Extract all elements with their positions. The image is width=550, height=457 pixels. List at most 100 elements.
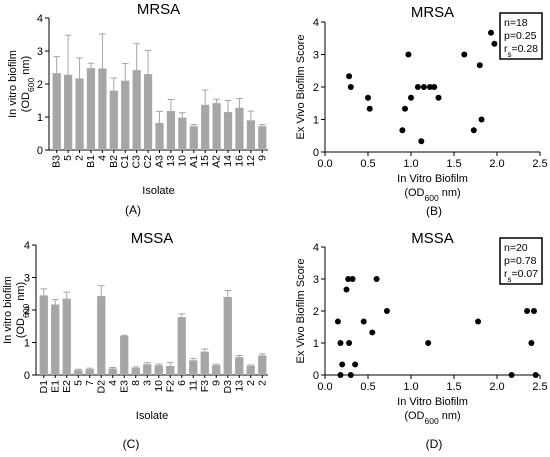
x-axis-label: In Vitro Biofilm [397,396,468,408]
x-tick-label: 5 [72,380,84,386]
x-tick-label: 0.5 [360,381,375,393]
bar [246,120,255,150]
x-tick-label: E2 [61,380,73,393]
data-point [345,276,352,282]
x-tick-label: 8 [130,380,142,386]
x-tick-label: C3 [131,155,143,169]
bar [155,122,164,150]
x-tick-label: 16 [233,155,245,167]
data-point [369,329,376,336]
data-point [418,138,425,145]
y-tick-label: 3 [313,274,319,286]
bar [62,298,71,375]
data-point [426,84,433,90]
bar [52,73,61,150]
bar [189,360,198,375]
stats-box [499,12,543,60]
x-tick-label: 1.0 [403,158,418,170]
x-tick-label: 14 [222,155,234,167]
data-point [435,94,442,101]
bar [120,336,129,375]
chart-title: MSSA [131,230,174,247]
y-tick-label: 1 [313,338,319,350]
x-tick-label: 5 [62,155,74,161]
y-tick-label: 2 [313,82,319,94]
x-tick-label: 6 [176,380,188,386]
y-tick-label: 4 [24,240,30,252]
y-axis-label: In vitro biofilm [2,276,14,344]
y-tick-label: 0 [24,370,30,382]
data-point [337,372,344,378]
stats-box [499,237,543,285]
x-tick-label: 10 [153,380,165,392]
chart-title: MRSA [411,4,454,21]
bar [51,304,60,375]
chart-title: MRSA [137,1,180,18]
bar [223,297,232,375]
data-point [401,105,408,112]
data-point [530,308,537,314]
x-tick-label: A3 [154,155,166,168]
y-tick-label: 1 [24,338,30,350]
data-point [343,286,350,293]
bar [212,103,221,150]
x-tick-label: 9 [256,155,268,161]
x-tick-label: F2 [164,380,176,392]
y-axis-label-units: (OD600 nm) [15,282,31,338]
bar [85,369,94,375]
x-tick-label: E1 [49,380,61,393]
panel-d: MSSA 0 1 2 3 4 0.0 0.5 1.0 1.5 2.0 2.5 In Vitro Biof… [295,230,548,451]
y-tick-label: 4 [313,242,319,254]
x-axis-label-units: (OD600 nm) [404,410,460,426]
data-point [346,340,353,346]
y-axis-label: In vitro biofilm [7,50,19,118]
x-tick-label: 10 [176,155,188,167]
stats-n: n=20 [504,242,528,254]
x-tick-label: 3 [141,380,153,386]
y-tick-label: 4 [313,17,319,29]
data-point [366,105,373,112]
data-point [360,318,367,325]
x-tick-label: B1 [85,155,97,168]
x-tick-label: 11 [187,380,199,391]
x-tick-label: 2.5 [532,381,547,393]
x-tick-label: 0.0 [317,158,332,170]
data-point [532,372,539,378]
x-tick-label: 4 [96,155,108,161]
data-point [365,94,371,101]
y-tick-label: 4 [37,13,43,25]
x-tick-label: 15 [199,155,211,167]
bar [223,112,233,150]
bar [74,370,83,375]
data-point [339,361,346,368]
data-point [405,51,412,58]
x-tick-label: 1.5 [446,158,461,170]
x-tick-label: A2 [211,155,223,168]
y-tick-label: 2 [37,79,43,91]
y-tick-label: 3 [24,273,30,285]
bar [131,367,140,375]
data-point [431,84,438,90]
bar [258,126,267,150]
data-point [524,308,531,314]
bar [98,68,107,150]
data-point [334,318,341,325]
x-tick-label: 0.5 [360,158,375,170]
x-tick-label: 13 [233,380,245,392]
x-tick-label: D3 [222,380,234,394]
x-tick-label: B2 [108,155,120,168]
x-tick-label: 13 [165,155,177,167]
data-point [347,84,354,90]
panel-label: (C) [123,437,140,451]
data-point [476,62,483,69]
bar [143,364,152,375]
data-point [478,116,485,123]
data-point [408,94,414,101]
x-axis-label: Isolate [142,185,174,197]
stats-n: n=18 [504,17,528,29]
data-point [383,308,390,314]
y-tick-label: 2 [313,306,319,318]
bar [132,70,141,150]
data-point [337,340,344,346]
